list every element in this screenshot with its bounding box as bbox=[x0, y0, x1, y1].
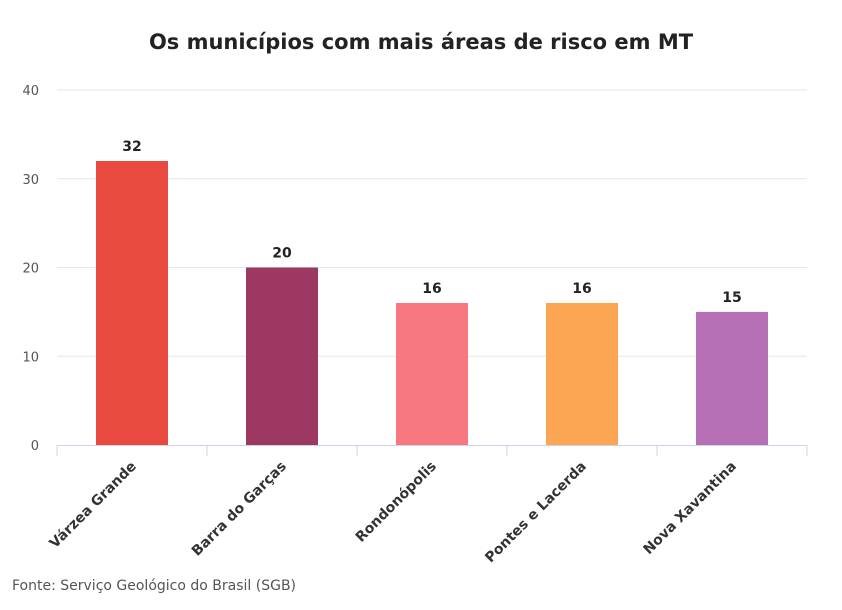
bar bbox=[696, 311, 768, 445]
data-label: 20 bbox=[272, 246, 292, 262]
x-tick-label: Nova Xavantina bbox=[641, 459, 740, 558]
data-label: 15 bbox=[722, 290, 741, 306]
y-tick-label: 20 bbox=[22, 262, 39, 277]
y-tick-label: 10 bbox=[22, 350, 39, 365]
bar-chart: 0 10 20 30 40 32 Várzea Grande 20 Barra do Garça… bbox=[22, 84, 808, 567]
bar bbox=[396, 303, 468, 445]
data-label: 16 bbox=[572, 281, 591, 297]
data-label: 16 bbox=[422, 281, 441, 297]
bar bbox=[246, 267, 318, 445]
x-tick-label: Pontes e Lacerda bbox=[482, 459, 590, 567]
x-tick-label: Rondonópolis bbox=[353, 459, 440, 546]
bar bbox=[96, 161, 168, 445]
y-tick-label: 40 bbox=[22, 84, 39, 99]
data-label: 32 bbox=[122, 139, 141, 155]
x-tick-label: Várzea Grande bbox=[47, 459, 140, 552]
y-tick-label: 30 bbox=[22, 173, 39, 188]
bar bbox=[546, 303, 618, 445]
x-tick-label: Barra do Garças bbox=[189, 459, 290, 560]
chart-title: Os municípios com mais áreas de risco em… bbox=[148, 30, 694, 54]
y-tick-label: 0 bbox=[31, 439, 39, 454]
source-note: Fonte: Serviço Geológico do Brasil (SGB) bbox=[12, 578, 297, 594]
